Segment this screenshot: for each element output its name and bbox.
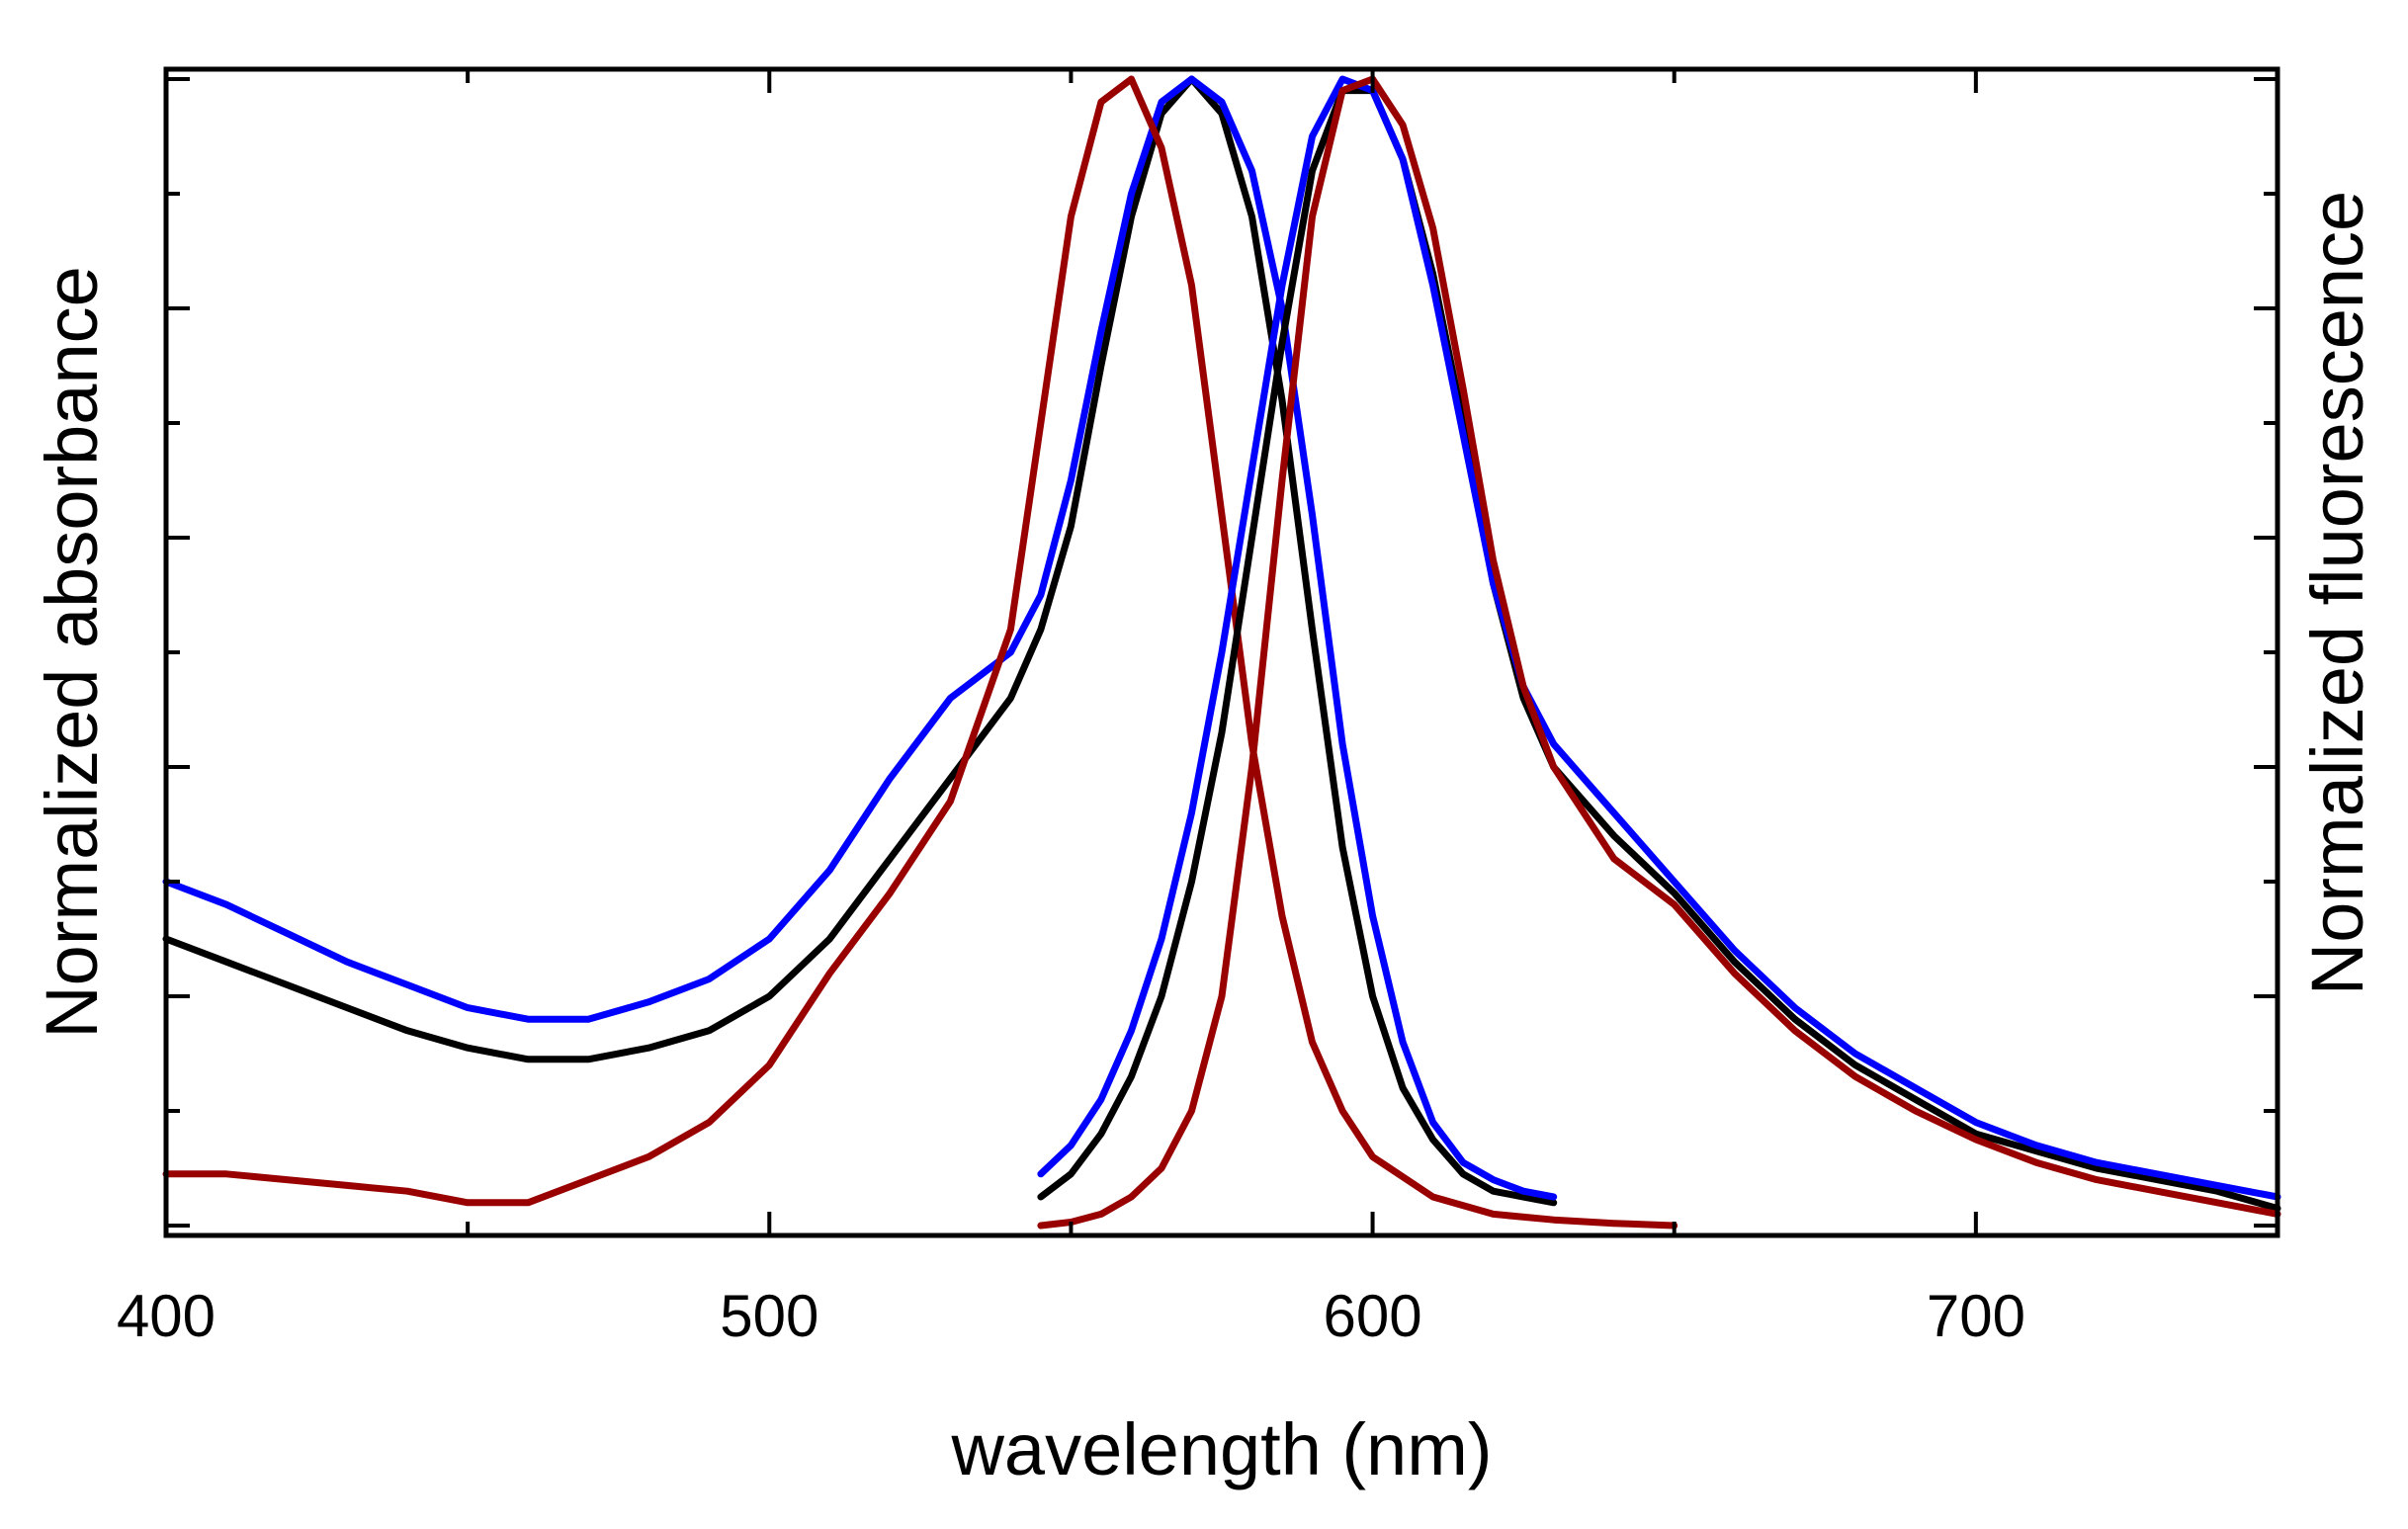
series-line-absorbance-blue: [162, 75, 1558, 1201]
x-tick-labels: 400 500 600 700: [117, 1283, 2025, 1349]
x-axis-title: wavelength (nm): [950, 1408, 1492, 1490]
x-tick-label: 700: [1927, 1283, 2025, 1349]
x-tick-label: 400: [117, 1283, 215, 1349]
series-line-fluorescence-blue: [1037, 75, 2281, 1201]
series-line-absorbance-red: [162, 75, 1678, 1230]
series-line-absorbance-black: [162, 75, 1558, 1207]
series-line-fluorescence-red: [1037, 75, 2281, 1230]
x-tick-label: 500: [720, 1283, 818, 1349]
x-tick-label: 600: [1324, 1283, 1422, 1349]
left-y-axis-title: Normalized absorbance: [31, 266, 113, 1039]
series-group: [162, 75, 2281, 1230]
right-y-axis-title: Normalized fluorescence: [2296, 191, 2378, 995]
plot-frame: [163, 66, 2280, 1238]
series-line-fluorescence-black: [1037, 87, 2281, 1213]
